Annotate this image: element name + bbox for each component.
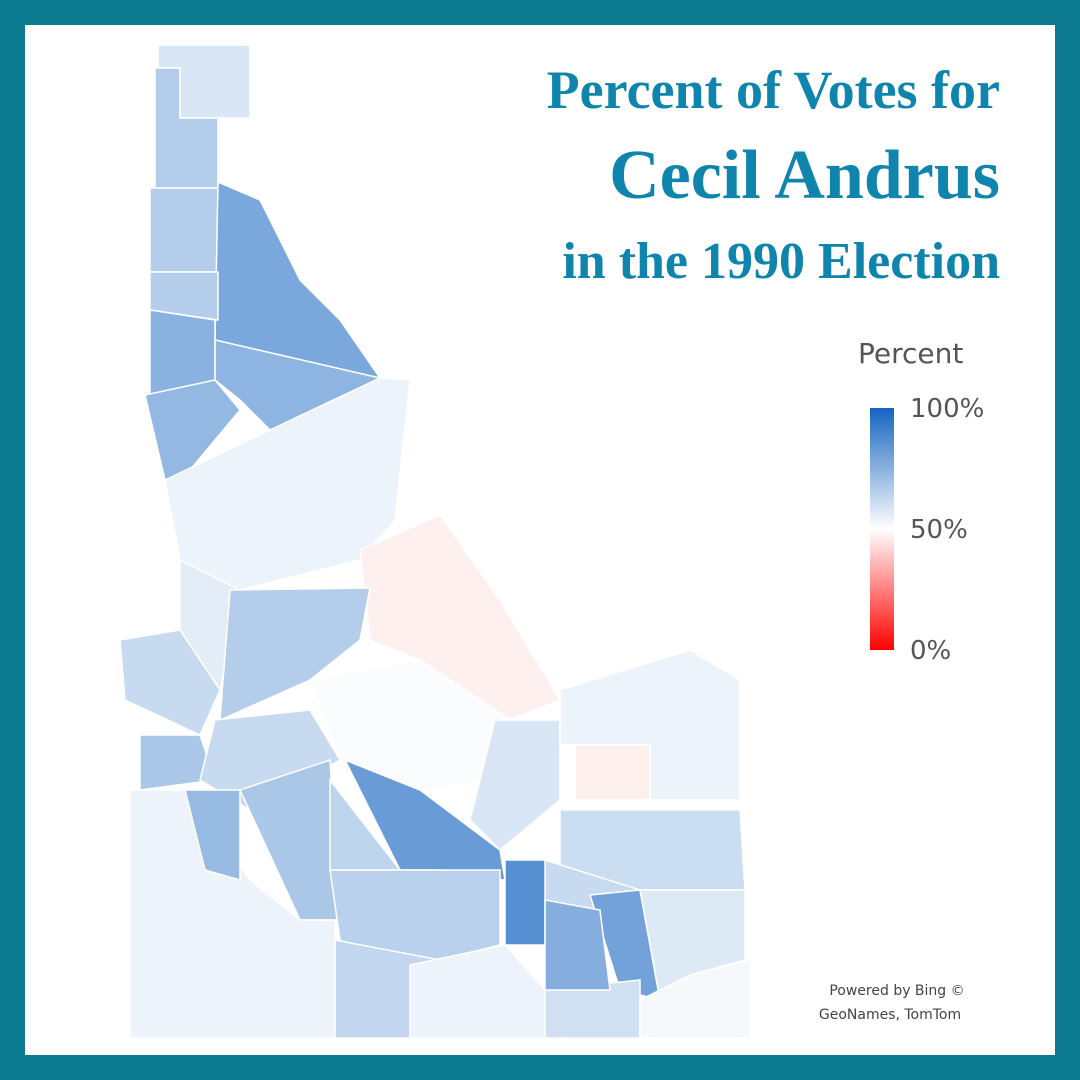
county: [639, 959, 751, 1039]
county: [144, 379, 241, 482]
county: [544, 899, 611, 991]
legend-tick-label: 100%: [910, 394, 984, 424]
county: [574, 744, 651, 801]
legend-title: Percent: [858, 337, 963, 370]
attribution: GeoNames, TomTom: [819, 1007, 961, 1023]
legend-ticks: 100% 50% 0%: [894, 394, 984, 666]
title-line: Percent of Votes for: [547, 60, 1000, 120]
legend-tick-label: 0%: [910, 636, 951, 666]
county: [119, 629, 221, 737]
county: [359, 514, 562, 721]
county: [184, 789, 241, 881]
attribution: Powered by Bing ©: [829, 983, 964, 999]
county: [149, 187, 219, 273]
county: [214, 339, 383, 431]
legend-scale: [870, 408, 894, 650]
title-line: Cecil Andrus: [609, 137, 1000, 214]
county: [469, 719, 561, 852]
title-line: in the 1990 Election: [562, 233, 1000, 290]
county: [149, 271, 219, 321]
map: [119, 44, 751, 1039]
legend-tick-label: 50%: [910, 515, 968, 545]
county: [219, 587, 371, 722]
county: [504, 859, 546, 946]
